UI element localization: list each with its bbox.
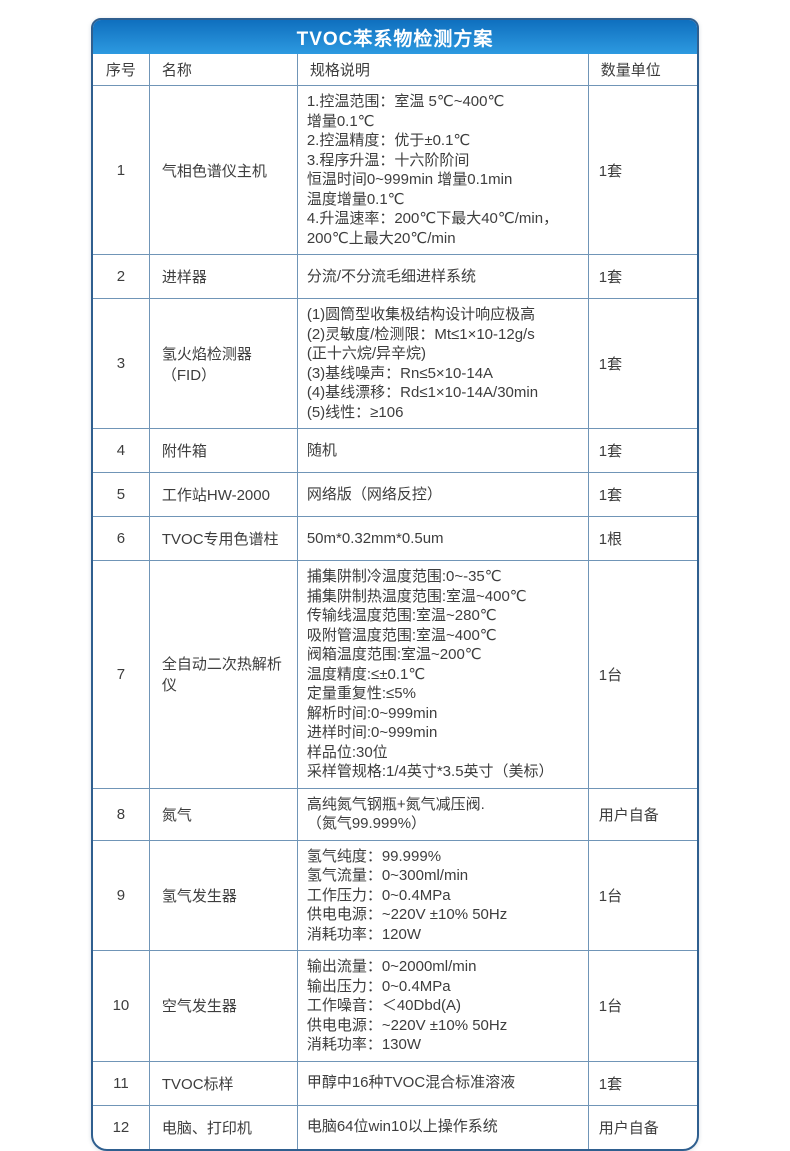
row-qty-cell: 1根 — [587, 516, 697, 561]
row-spec-cell: (1)圆筒型收集极结构设计响应极高 (2)灵敏度/检测限：Mt≤1×10-12g… — [296, 298, 589, 429]
row-qty-cell: 1套 — [587, 472, 697, 517]
table-row: 2 进样器 分流/不分流毛细进样系统 1套 — [93, 254, 697, 299]
row-spec-cell: 输出流量：0~2000ml/min 输出压力：0~0.4MPa 工作噪音：＜40… — [296, 950, 589, 1062]
row-name-cell: 全自动二次热解析仪 — [148, 560, 298, 789]
row-index-cell: 1 — [93, 85, 150, 255]
row-qty-cell: 用户自备 — [587, 787, 697, 841]
row-index-cell: 6 — [93, 516, 150, 561]
table-row: 12 电脑、打印机 电脑64位win10以上操作系统 用户自备 — [93, 1104, 697, 1149]
spec-table: 序号 名称 规格说明 数量单位 1 气相色谱仪主机 1.控温范围：室温 5℃~4… — [93, 54, 697, 1149]
row-index-cell: 3 — [93, 298, 150, 429]
row-index-cell: 8 — [93, 787, 150, 841]
row-name-cell: 工作站HW-2000 — [148, 472, 298, 517]
row-index-cell: 11 — [93, 1060, 150, 1106]
page-title: TVOC苯系物检测方案 — [93, 20, 697, 54]
row-index-cell: 4 — [93, 428, 150, 473]
row-spec-cell: 50m*0.32mm*0.5um — [296, 516, 589, 561]
spec-sheet-card: TVOC苯系物检测方案 序号 名称 规格说明 数量单位 1 气相色谱仪主机 1.… — [91, 18, 699, 1151]
spec-table-header: 序号 名称 规格说明 数量单位 — [93, 54, 697, 86]
row-spec-cell: 氢气纯度：99.999% 氢气流量：0~300ml/min 工作压力：0~0.4… — [296, 839, 589, 951]
row-qty-cell: 1套 — [587, 1060, 697, 1106]
column-header-name: 名称 — [148, 54, 298, 86]
row-qty-cell: 1台 — [587, 950, 697, 1062]
row-qty-cell: 1台 — [587, 839, 697, 951]
column-header-index: 序号 — [93, 54, 150, 86]
row-qty-cell: 1套 — [587, 254, 697, 299]
row-spec-cell: 高纯氮气钢瓶+氮气减压阀. （氮气99.999%） — [296, 787, 589, 841]
row-index-cell: 12 — [93, 1104, 150, 1149]
row-index-cell: 5 — [93, 472, 150, 517]
row-name-cell: 电脑、打印机 — [148, 1104, 298, 1149]
table-row: 3 氢火焰检测器（FID） (1)圆筒型收集极结构设计响应极高 (2)灵敏度/检… — [93, 298, 697, 429]
row-qty-cell: 用户自备 — [587, 1104, 697, 1149]
table-row: 6 TVOC专用色谱柱 50m*0.32mm*0.5um 1根 — [93, 516, 697, 561]
row-spec-cell: 分流/不分流毛细进样系统 — [296, 254, 589, 299]
row-index-cell: 7 — [93, 560, 150, 789]
table-row: 11 TVOC标样 甲醇中16种TVOC混合标准溶液 1套 — [93, 1060, 697, 1106]
row-name-cell: 氢火焰检测器（FID） — [148, 298, 298, 429]
table-row: 5 工作站HW-2000 网络版（网络反控） 1套 — [93, 472, 697, 517]
column-header-qty: 数量单位 — [587, 54, 697, 86]
row-qty-cell: 1套 — [587, 428, 697, 473]
row-index-cell: 10 — [93, 950, 150, 1062]
row-index-cell: 9 — [93, 839, 150, 951]
column-header-spec: 规格说明 — [296, 54, 589, 86]
row-spec-cell: 电脑64位win10以上操作系统 — [296, 1104, 589, 1149]
table-row: 4 附件箱 随机 1套 — [93, 428, 697, 473]
row-name-cell: 空气发生器 — [148, 950, 298, 1062]
row-spec-cell: 甲醇中16种TVOC混合标准溶液 — [296, 1060, 589, 1106]
table-row: 1 气相色谱仪主机 1.控温范围：室温 5℃~400℃ 增量0.1℃ 2.控温精… — [93, 85, 697, 255]
table-row: 9 氢气发生器 氢气纯度：99.999% 氢气流量：0~300ml/min 工作… — [93, 839, 697, 951]
spec-table-body: 1 气相色谱仪主机 1.控温范围：室温 5℃~400℃ 增量0.1℃ 2.控温精… — [93, 85, 697, 1149]
row-name-cell: 附件箱 — [148, 428, 298, 473]
row-name-cell: 氮气 — [148, 787, 298, 841]
row-name-cell: 气相色谱仪主机 — [148, 85, 298, 255]
row-spec-cell: 网络版（网络反控） — [296, 472, 589, 517]
header-row: 序号 名称 规格说明 数量单位 — [93, 54, 697, 86]
row-spec-cell: 随机 — [296, 428, 589, 473]
row-qty-cell: 1台 — [587, 560, 697, 789]
row-name-cell: 氢气发生器 — [148, 839, 298, 951]
row-spec-cell: 1.控温范围：室温 5℃~400℃ 增量0.1℃ 2.控温精度：优于±0.1℃ … — [296, 85, 589, 255]
row-qty-cell: 1套 — [587, 85, 697, 255]
row-name-cell: 进样器 — [148, 254, 298, 299]
table-row: 10 空气发生器 输出流量：0~2000ml/min 输出压力：0~0.4MPa… — [93, 950, 697, 1062]
row-name-cell: TVOC标样 — [148, 1060, 298, 1106]
table-row: 8 氮气 高纯氮气钢瓶+氮气减压阀. （氮气99.999%） 用户自备 — [93, 787, 697, 841]
row-index-cell: 2 — [93, 254, 150, 299]
row-qty-cell: 1套 — [587, 298, 697, 429]
row-spec-cell: 捕集阱制冷温度范围:0~-35℃ 捕集阱制热温度范围:室温~400℃ 传输线温度… — [296, 560, 589, 789]
row-name-cell: TVOC专用色谱柱 — [148, 516, 298, 561]
table-row: 7 全自动二次热解析仪 捕集阱制冷温度范围:0~-35℃ 捕集阱制热温度范围:室… — [93, 560, 697, 789]
